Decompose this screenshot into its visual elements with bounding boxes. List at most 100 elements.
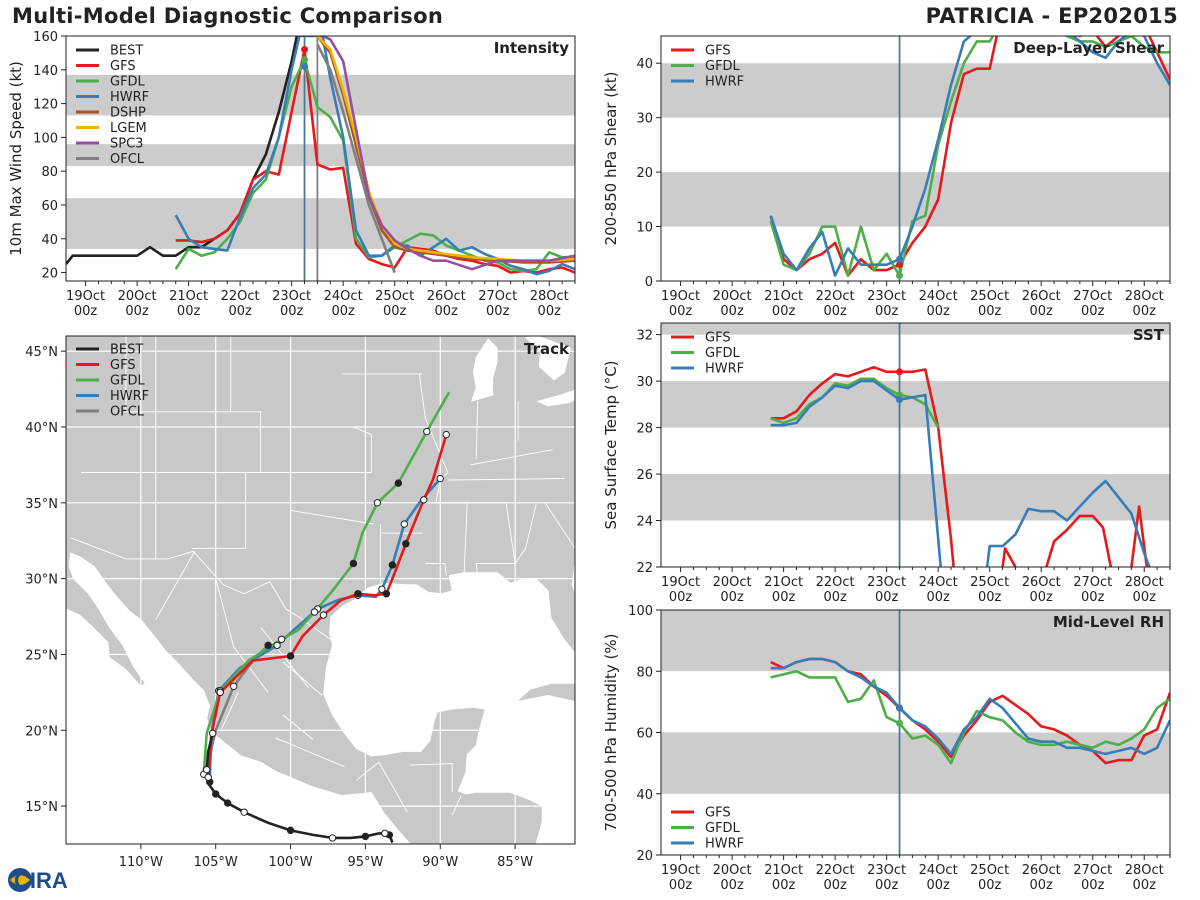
shear-xtick-date: 20Oct	[713, 289, 752, 304]
shear-xtick-date: 22Oct	[816, 289, 855, 304]
shear-xtick-date: 21Oct	[764, 289, 803, 304]
shear-ylabel: 200-850 hPa Shear (kt)	[602, 72, 620, 246]
rh-legend-label: HWRF	[705, 837, 744, 852]
track-point-gfs	[402, 540, 410, 548]
intensity-xtick-date: 28Oct	[530, 289, 569, 304]
intensity-title: Intensity	[494, 39, 570, 57]
track-point-best	[328, 834, 337, 842]
intensity-xtick-date: 22Oct	[221, 289, 260, 304]
sst-marker-hwrf	[896, 396, 904, 404]
shear-xtick-hour: 00z	[1133, 304, 1157, 319]
sst-xtick-hour: 00z	[823, 590, 847, 605]
sst-xtick-hour: 00z	[720, 590, 744, 605]
track-point-hwrf	[378, 585, 386, 593]
map-border	[70, 537, 333, 642]
sst-xtick-date: 19Oct	[661, 575, 700, 590]
intensity-xtick-date: 23Oct	[272, 289, 311, 304]
intensity-legend-label: SPC3	[110, 137, 143, 152]
shear-xtick-hour: 00z	[978, 304, 1002, 319]
map-lake-erie	[536, 389, 575, 407]
intensity-legend-label: BEST	[110, 44, 143, 59]
map-border	[125, 336, 231, 413]
sst-xtick-hour: 00z	[1133, 590, 1157, 605]
sst-ytick-label: 26	[636, 468, 653, 483]
sst-xtick-date: 21Oct	[764, 575, 803, 590]
track-point-gfdl	[349, 559, 358, 568]
rh-marker-gfdl	[896, 719, 904, 727]
map-border	[230, 336, 262, 473]
sst-xtick-date: 28Oct	[1125, 575, 1164, 590]
sst-xtick-hour: 00z	[1081, 590, 1105, 605]
rh-xtick-hour: 00z	[875, 878, 899, 893]
rh-xtick-date: 19Oct	[661, 863, 700, 878]
rh-xtick-date: 28Oct	[1125, 863, 1164, 878]
intensity-xtick-hour: 00z	[331, 304, 355, 319]
sst-frame	[660, 322, 1171, 568]
track-xtick-label: 85°W	[497, 855, 533, 870]
track-xtick-label: 100°W	[268, 855, 312, 870]
intensity-xtick-hour: 00z	[228, 304, 252, 319]
intensity-legend-label: LGEM	[110, 121, 147, 136]
intensity-xtick-hour: 00z	[125, 304, 149, 319]
shear-ytick-label: 0	[645, 275, 653, 290]
intensity-marker-gfs	[301, 46, 309, 54]
map-border	[475, 401, 479, 459]
rh-ytick-label: 60	[636, 727, 653, 742]
shear-legend-label: GFS	[705, 44, 731, 59]
rh-xtick-date: 21Oct	[764, 863, 803, 878]
track-point-gfs	[286, 652, 295, 660]
sst-xtick-hour: 00z	[926, 590, 950, 605]
shear-xtick-hour: 00z	[1030, 304, 1054, 319]
rh-xtick-date: 25Oct	[970, 863, 1009, 878]
rh-panel: 2040608010019Oct00z20Oct00z21Oct00z22Oct…	[602, 604, 1171, 893]
shear-frame	[660, 35, 1171, 282]
sst-legend-label: GFS	[705, 331, 731, 346]
track-ytick-label: 45°N	[25, 345, 58, 360]
rh-xtick-date: 26Oct	[1022, 863, 1061, 878]
sst-line-gfs	[770, 365, 955, 567]
intensity-xtick-hour: 00z	[74, 304, 98, 319]
map-border	[275, 737, 345, 768]
track-point-best	[240, 808, 248, 816]
track-point-best	[203, 765, 211, 774]
shear-xtick-hour: 00z	[669, 304, 693, 319]
intensity-band	[66, 198, 575, 249]
track-point-ofcl	[264, 641, 272, 650]
rh-xtick-hour: 00z	[926, 878, 950, 893]
shear-marker-hwrf	[896, 255, 904, 263]
map-border	[514, 504, 537, 564]
track-point-hwrf	[388, 561, 397, 569]
shear-xtick-date: 28Oct	[1125, 289, 1164, 304]
sst-xtick-date: 23Oct	[867, 575, 906, 590]
rh-xtick-hour: 00z	[823, 878, 847, 893]
cira-logo: CIRA	[8, 868, 68, 893]
map-border	[470, 449, 553, 466]
track-frame	[65, 335, 576, 845]
sst-line-hwrf	[770, 379, 942, 567]
sst-band	[661, 323, 1170, 335]
track-ytick-label: 35°N	[25, 497, 58, 512]
sst-xtick-hour: 00z	[1030, 590, 1054, 605]
sst-ytick-label: 28	[636, 422, 653, 437]
shear-marker-gfdl	[896, 272, 904, 280]
map-border	[425, 563, 447, 576]
map-group	[66, 336, 575, 844]
sst-ytick-label: 30	[636, 375, 653, 390]
rh-ylabel: 700-500 hPa Humidity (%)	[602, 633, 620, 831]
rh-xtick-date: 20Oct	[713, 863, 752, 878]
intensity-xtick-hour: 00z	[538, 304, 562, 319]
intensity-xtick-hour: 00z	[177, 304, 201, 319]
shear-ytick-label: 40	[636, 57, 653, 72]
intensity-xtick-date: 21Oct	[169, 289, 208, 304]
map-lake-huron	[524, 336, 571, 381]
sst-xtick-date: 26Oct	[1022, 575, 1061, 590]
track-point-gfdl	[394, 479, 403, 487]
track-point-gfdl	[310, 608, 319, 616]
rh-band	[661, 732, 1170, 794]
track-point-ofcl	[229, 682, 238, 690]
track-point-best	[381, 829, 389, 838]
shear-xtick-hour: 00z	[1081, 304, 1105, 319]
sst-ylabel: Sea Surface Temp (°C)	[602, 360, 620, 529]
map-border	[475, 563, 516, 575]
sst-series-group	[770, 365, 1151, 567]
